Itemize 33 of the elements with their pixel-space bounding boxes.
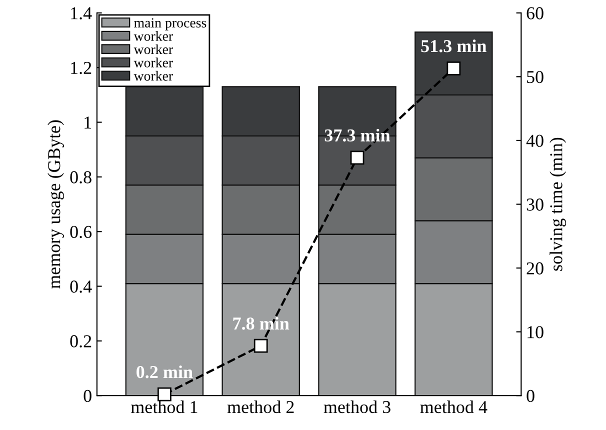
x-tick-label: method 1 — [130, 400, 198, 414]
y-tick-label: 0.4 — [70, 280, 92, 293]
y-axis-title: memory usage (GByte) — [48, 120, 64, 289]
y-tick-label: 0 — [84, 390, 92, 402]
legend-label: main process — [134, 18, 206, 30]
y2-tick-label: 10 — [528, 326, 544, 338]
x-tick-label: method 3 — [324, 400, 390, 414]
x-tick-label: method 2 — [227, 400, 294, 414]
y2-tick-label: 30 — [526, 198, 544, 211]
point — [158, 387, 172, 402]
y2-tick-label: 40 — [526, 134, 544, 147]
data-label: 0.2 min — [136, 365, 193, 378]
y2-tick-label: 60 — [526, 7, 544, 20]
y2-axis-title: solving time (min) — [550, 138, 566, 271]
y2-tick-label: 20 — [526, 262, 544, 274]
y-tick-label: 1 — [84, 116, 92, 129]
legend-label: worker — [134, 70, 173, 81]
y2-tick-label: 50 — [527, 70, 544, 84]
y-tick-label: 0.6 — [70, 226, 92, 238]
y2-tick-label: 0 — [526, 390, 534, 402]
y-tick-label: 0.2 — [70, 335, 92, 348]
legend-label: worker — [134, 44, 173, 54]
point — [350, 150, 364, 165]
point — [446, 61, 461, 76]
legend-label: worker — [134, 58, 173, 68]
y-tick-label: 1.2 — [71, 62, 92, 74]
y-tick-label: 1.4 — [71, 7, 92, 20]
legend-label: worker — [134, 31, 173, 41]
data-label: 51.3 min — [421, 40, 487, 52]
point — [254, 338, 268, 353]
x-tick-label: method 4 — [420, 400, 488, 414]
data-label: 37.3 min — [324, 128, 390, 142]
y-tick-label: 0.8 — [70, 171, 92, 184]
